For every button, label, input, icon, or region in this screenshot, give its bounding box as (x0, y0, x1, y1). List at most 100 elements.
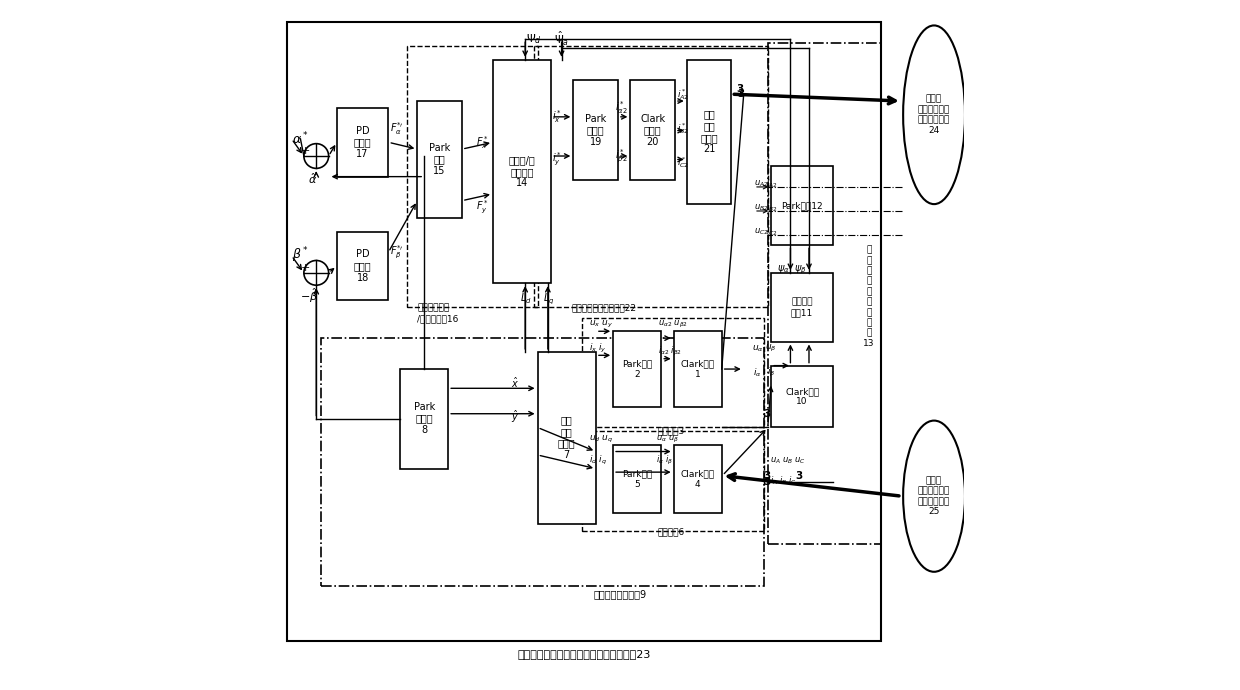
Text: Clark变换
10: Clark变换 10 (785, 387, 820, 406)
Text: $i_{A2}^*$: $i_{A2}^*$ (677, 87, 689, 101)
Bar (537, 352, 596, 524)
Text: $i_y^*$: $i_y^*$ (552, 150, 562, 168)
Text: +: + (301, 146, 311, 156)
Bar (630, 81, 675, 180)
Bar (613, 331, 661, 407)
Text: 3: 3 (737, 83, 744, 94)
Bar (687, 60, 732, 204)
Bar (337, 108, 388, 177)
Bar (673, 331, 722, 407)
Bar (583, 317, 764, 428)
Text: $i_{C2}$: $i_{C2}$ (766, 226, 777, 238)
Text: 扩展的悬浮力
/电流变换器16: 扩展的悬浮力 /电流变换器16 (418, 304, 459, 323)
Text: $i_{\beta}$: $i_{\beta}$ (768, 366, 775, 379)
Text: $\hat{y}$: $\hat{y}$ (511, 409, 520, 425)
Text: $i_{\beta2}^*$: $i_{\beta2}^*$ (615, 147, 627, 165)
Bar (673, 444, 722, 513)
Bar (492, 60, 552, 283)
Text: 3: 3 (738, 89, 744, 99)
Bar (573, 81, 618, 180)
Bar (771, 273, 833, 342)
Text: 坐标变换6: 坐标变换6 (658, 528, 686, 537)
Text: $u_{\beta}$: $u_{\beta}$ (765, 343, 777, 354)
Bar (534, 46, 768, 307)
Text: 电机参数观测系统9: 电机参数观测系统9 (594, 590, 646, 600)
Text: $i_{C2}^*$: $i_{C2}^*$ (677, 155, 689, 170)
Text: $i_{\alpha2}^*$: $i_{\alpha2}^*$ (615, 99, 627, 117)
Bar (401, 369, 448, 469)
Text: $\psi_{\beta}$: $\psi_{\beta}$ (794, 263, 806, 275)
Bar (337, 232, 388, 300)
Text: 扩
展
的
磁
链
估
算
模
型
13: 扩 展 的 磁 链 估 算 模 型 13 (863, 246, 874, 348)
Bar (418, 101, 463, 218)
Text: $i_{B2}^*$: $i_{B2}^*$ (677, 121, 689, 136)
Text: Park变换
5: Park变换 5 (622, 469, 652, 489)
Text: $u_{B2}$: $u_{B2}$ (754, 202, 769, 213)
Text: $\hat{L}_q$: $\hat{L}_q$ (543, 288, 556, 306)
Text: $\hat{\alpha}$: $\hat{\alpha}$ (308, 172, 316, 186)
Bar (613, 444, 661, 513)
Text: $i_x\ i_y$: $i_x\ i_y$ (589, 342, 606, 355)
Text: Clark变换
1: Clark变换 1 (681, 359, 714, 379)
Text: $-\hat{\beta}$: $-\hat{\beta}$ (300, 286, 319, 305)
Text: Clark变换
4: Clark变换 4 (681, 469, 714, 489)
Ellipse shape (903, 26, 965, 204)
Text: $u_{C2}$: $u_{C2}$ (754, 226, 769, 237)
Text: Park
逆变换
19: Park 逆变换 19 (585, 114, 606, 147)
Bar (286, 22, 882, 640)
Text: 3: 3 (764, 408, 771, 419)
Text: 坐标变换3: 坐标变换3 (658, 426, 686, 435)
Text: $i_{\alpha2}\ i_{\beta2}$: $i_{\alpha2}\ i_{\beta2}$ (657, 345, 682, 358)
Text: $\beta^*$: $\beta^*$ (291, 246, 309, 266)
Text: 无轴承同步磁阻电机参数观测的悬浮系统23: 无轴承同步磁阻电机参数观测的悬浮系统23 (517, 649, 651, 659)
Text: $\psi_{\alpha}$: $\psi_{\alpha}$ (777, 264, 790, 275)
Text: $u_{\alpha}\ u_{\beta}$: $u_{\alpha}\ u_{\beta}$ (656, 434, 680, 445)
Bar (321, 338, 764, 586)
Text: 无轴承
同步磁阻电机
（转矩绕组）
25: 无轴承 同步磁阻电机 （转矩绕组） 25 (918, 476, 950, 516)
Text: $u_x\ u_y$: $u_x\ u_y$ (589, 319, 614, 330)
Text: $u_{A2}$: $u_{A2}$ (754, 178, 769, 189)
Text: 磁链估算
模型11: 磁链估算 模型11 (791, 297, 813, 317)
Text: $i_{B2}$: $i_{B2}$ (766, 201, 777, 214)
Text: $\hat{L}_d$: $\hat{L}_d$ (520, 288, 532, 306)
Bar (407, 46, 537, 307)
Text: $\hat{x}$: $\hat{x}$ (511, 375, 520, 390)
Text: $F_{\beta}^{*\prime}$: $F_{\beta}^{*\prime}$ (389, 244, 403, 261)
Text: 滞环
电流
逆变器
21: 滞环 电流 逆变器 21 (701, 110, 718, 155)
Text: $F_x^*$: $F_x^*$ (476, 134, 489, 150)
Text: Park变换
2: Park变换 2 (622, 359, 652, 379)
Text: $\Psi_d$: $\Psi_d$ (526, 32, 542, 46)
Text: 无轴承
同步磁阻电机
（悬浮绕组）
24: 无轴承 同步磁阻电机 （悬浮绕组） 24 (918, 95, 950, 135)
Bar (768, 43, 882, 544)
Text: $i_x^*$: $i_x^*$ (552, 108, 562, 126)
Text: Park
逆变换
8: Park 逆变换 8 (413, 402, 435, 435)
Text: $F_{\alpha}^{*\prime}$: $F_{\alpha}^{*\prime}$ (389, 120, 403, 137)
Text: $\alpha^*$: $\alpha^*$ (291, 130, 309, 147)
Text: PD
调节器
18: PD 调节器 18 (353, 249, 372, 283)
Text: $u_A\ u_B\ u_C$: $u_A\ u_B\ u_C$ (770, 455, 806, 466)
Text: $F_y^*$: $F_y^*$ (476, 199, 489, 216)
Ellipse shape (903, 421, 965, 572)
Text: $u_{\alpha2}\ u_{\beta2}$: $u_{\alpha2}\ u_{\beta2}$ (657, 319, 688, 330)
Text: 3: 3 (764, 477, 771, 487)
Text: $i_{\alpha}$: $i_{\alpha}$ (753, 366, 761, 379)
Text: $u_d\ u_q$: $u_d\ u_q$ (589, 434, 614, 445)
Text: 电机
参数
观测器
7: 电机 参数 观测器 7 (558, 415, 575, 460)
Text: $i_{A2}$: $i_{A2}$ (766, 177, 777, 190)
Text: 扩展的滞环电流逆变器22: 扩展的滞环电流逆变器22 (572, 304, 637, 313)
Text: $i_{\alpha}\ i_{\beta}$: $i_{\alpha}\ i_{\beta}$ (656, 454, 673, 467)
Text: +: + (301, 263, 311, 273)
Bar (771, 166, 833, 246)
Text: PD
调节器
17: PD 调节器 17 (353, 126, 372, 159)
Text: Park
变换
15: Park 变换 15 (429, 143, 450, 176)
Text: $i_A\ i_B\ i_C$: $i_A\ i_B\ i_C$ (770, 475, 797, 487)
Text: 3: 3 (764, 471, 771, 480)
Text: Clark
逆变换
20: Clark 逆变换 20 (640, 114, 665, 147)
Text: $i_d\ i_q$: $i_d\ i_q$ (589, 454, 608, 467)
Text: $\hat{\Psi}_a$: $\hat{\Psi}_a$ (554, 30, 569, 48)
Bar (583, 431, 764, 531)
Text: 3: 3 (795, 471, 802, 480)
Text: $u_{\alpha}$: $u_{\alpha}$ (751, 343, 764, 354)
Text: Park变换12: Park变换12 (781, 201, 823, 210)
Bar (771, 366, 833, 428)
